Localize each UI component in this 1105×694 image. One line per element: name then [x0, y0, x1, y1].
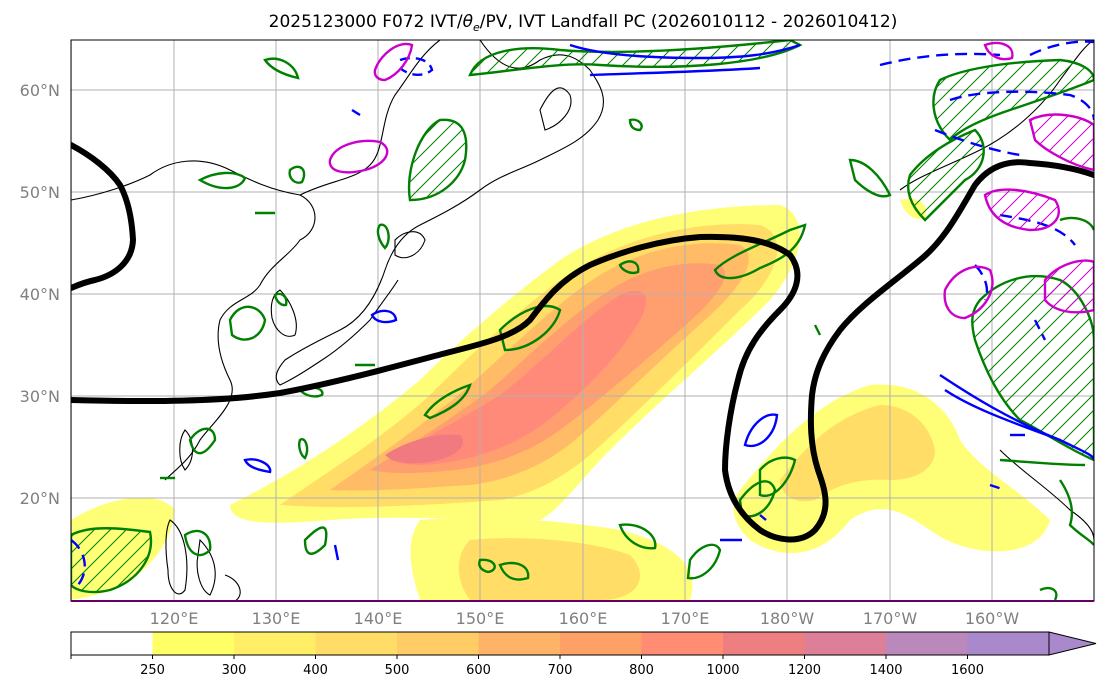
landfall-pc-contour	[71, 142, 1094, 543]
colorbar-segment	[886, 632, 968, 655]
colorbar-tick-label: 250	[140, 663, 165, 678]
lon-label: 150°E	[456, 609, 505, 628]
lat-label: 40°N	[20, 285, 60, 304]
lat-label: 50°N	[20, 183, 60, 202]
colorbar-segment	[152, 632, 235, 655]
theta-e-contours	[71, 40, 1094, 601]
colorbar-segment	[315, 632, 398, 655]
colorbar-segment	[723, 632, 805, 655]
colorbar-segment	[478, 632, 561, 655]
colorbar-tick-label: 1000	[706, 663, 739, 678]
lon-label: 160°E	[559, 609, 608, 628]
colorbar-extend-arrow	[1048, 631, 1097, 656]
lon-label: 140°E	[354, 609, 403, 628]
colorbar-tick-label: 1400	[869, 663, 902, 678]
colorbar-segment	[234, 632, 316, 655]
lon-label: 130°E	[252, 609, 301, 628]
colorbar-segment	[641, 632, 724, 655]
colorbar-segment	[560, 632, 642, 655]
lat-label: 30°N	[20, 387, 60, 406]
colorbar: 250 300 400 500 600 700 800 1000 1200 1400 1600	[70, 631, 1097, 678]
colorbar-tick-label: 300	[222, 663, 247, 678]
lon-label: 180°W	[760, 609, 815, 628]
gridlines	[71, 40, 1094, 601]
colorbar-tick-label: 700	[548, 663, 573, 678]
map-title: 2025123000 F072 IVT/θe/PV, IVT Landfall …	[269, 12, 898, 34]
colorbar-tick-label: 1600	[951, 663, 984, 678]
colorbar-segment	[804, 632, 887, 655]
lat-label: 60°N	[20, 81, 60, 100]
colorbar-tick-label: 800	[629, 663, 654, 678]
colorbar-segment	[967, 632, 1050, 655]
map-panel	[71, 40, 1094, 601]
longitude-labels: 120°E 130°E 140°E 150°E 160°E 170°E 180°…	[150, 609, 1020, 628]
colorbar-segment	[71, 632, 153, 655]
lon-label: 120°E	[150, 609, 199, 628]
colorbar-tick-label: 600	[466, 663, 491, 678]
latitude-labels: 60°N 50°N 40°N 30°N 20°N	[20, 81, 60, 508]
lon-label: 170°W	[863, 609, 918, 628]
colorbar-tick-label: 1200	[788, 663, 821, 678]
colorbar-tick-label: 400	[303, 663, 328, 678]
colorbar-segment	[397, 632, 479, 655]
pv-negative-contours	[328, 41, 1094, 320]
lon-label: 170°E	[661, 609, 710, 628]
colorbar-tick-label: 500	[385, 663, 410, 678]
lon-label: 160°W	[965, 609, 1020, 628]
lat-label: 20°N	[20, 489, 60, 508]
